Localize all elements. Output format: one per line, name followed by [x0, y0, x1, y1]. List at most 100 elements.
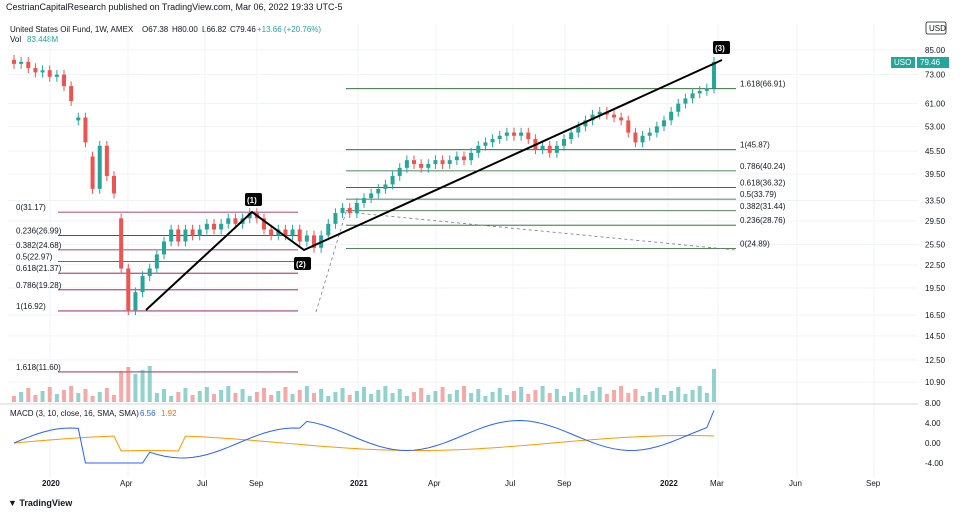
- volume-bar-49: [362, 387, 366, 402]
- volume-bar-90: [654, 388, 659, 402]
- candle-body-17: [133, 292, 138, 311]
- candle-body-3: [33, 68, 38, 73]
- price-tick-1: 73.00: [925, 71, 946, 80]
- time-tick-9: Mar: [710, 479, 724, 488]
- wave-label-2: (3): [715, 44, 725, 53]
- price-tick-13: 12.50: [925, 356, 946, 365]
- candle-body-4: [40, 70, 45, 73]
- volume-bar-42: [312, 393, 316, 402]
- price-tick-6: 33.50: [925, 197, 946, 206]
- volume-bars: [12, 366, 716, 402]
- macd-tick-1: 4.00: [925, 419, 941, 428]
- volume-bar-8: [69, 386, 74, 402]
- volume-bar-45: [333, 392, 338, 402]
- wave-label-0: (1): [247, 196, 257, 205]
- candle-body-57: [419, 163, 424, 168]
- volume-bar-96: [697, 386, 702, 402]
- candle-body-56: [412, 160, 416, 164]
- candle-body-11: [90, 156, 95, 189]
- price-tick-11: 16.50: [925, 311, 946, 320]
- candle-body-15: [119, 218, 124, 269]
- macd-v1: 6.56: [140, 409, 156, 418]
- time-axis[interactable]: 2020 Apr Jul Sep 2021 Apr Jul Sep 2022 Mar Jun Sep: [42, 479, 881, 488]
- candle-body-63: [462, 156, 466, 161]
- candle-body-90: [654, 126, 659, 133]
- macd-signal-line: [13, 435, 715, 452]
- volume-bar-76: [554, 389, 559, 402]
- volume-bar-63: [462, 386, 466, 402]
- candle-body-12: [97, 145, 102, 189]
- volume-bar-30: [226, 386, 231, 402]
- volume-bar-83: [604, 394, 609, 402]
- volume-bar-61: [447, 394, 452, 402]
- fib-left-label-3: 0.5(22.97): [16, 253, 53, 262]
- volume-bar-60: [440, 387, 445, 402]
- volume-bar-40: [297, 390, 302, 402]
- candle-body-18: [140, 276, 145, 293]
- candle-body-92: [669, 111, 674, 121]
- time-tick-8: 2022: [660, 479, 678, 488]
- price-tick-0: 85.00: [925, 46, 946, 55]
- volume-bar-92: [669, 391, 674, 402]
- volume-bar-11: [90, 396, 95, 402]
- price-axis[interactable]: 85.00 73.00 61.00 53.00 45.50 39.50 33.50 29.50…: [925, 46, 946, 387]
- candle-body-20: [154, 254, 159, 269]
- volume-bar-41: [304, 386, 309, 402]
- candle-body-91: [662, 120, 666, 127]
- candle-body-79: [576, 126, 581, 133]
- candle-body-87: [633, 132, 638, 143]
- candle-body-89: [647, 132, 652, 136]
- candle-body-78: [569, 132, 574, 140]
- volume-bar-75: [547, 393, 552, 402]
- wave-path: [145, 59, 723, 311]
- volume-bar-35: [262, 388, 266, 402]
- candle-body-95: [690, 93, 695, 99]
- fib-right-label-0: 1.618(66.91): [740, 80, 786, 89]
- candle-body-0: [12, 59, 16, 64]
- candle-body-96: [697, 90, 702, 94]
- candle-body-94: [683, 98, 688, 104]
- candle-body-44: [326, 223, 331, 236]
- macd-line: [13, 410, 715, 464]
- candle-body-48: [354, 202, 359, 214]
- currency-label: USD: [929, 24, 946, 33]
- volume-bar-84: [612, 390, 616, 402]
- vol-value: 83.448M: [27, 35, 58, 44]
- wave-label-box-0: [245, 193, 262, 206]
- candle-body-65: [476, 145, 481, 153]
- fib-right-label-2: 0.786(40.24): [740, 162, 786, 171]
- fib-right-label-5: 0.382(31.44): [740, 202, 786, 211]
- volume-bar-72: [526, 394, 531, 402]
- tradingview-logo[interactable]: ▼ TradingView: [8, 498, 72, 508]
- chart-panel[interactable]: [0, 16, 960, 494]
- volume-bar-38: [283, 387, 288, 402]
- candle-body-72: [526, 132, 531, 140]
- volume-bar-44: [326, 396, 331, 402]
- volume-bar-71: [519, 387, 524, 402]
- candle-body-88: [640, 135, 645, 143]
- volume-bar-52: [383, 386, 388, 402]
- wave-lines: (1) (2) (3): [145, 41, 730, 311]
- volume-bar-32: [240, 389, 245, 402]
- candle-body-41: [304, 235, 309, 242]
- symbol-badge: [891, 57, 915, 68]
- volume-bar-62: [454, 390, 459, 402]
- candle-body-1: [19, 61, 24, 64]
- time-tick-10: Jun: [789, 479, 802, 488]
- currency-box[interactable]: [925, 21, 947, 35]
- volume-bar-81: [590, 391, 595, 402]
- candle-body-31: [233, 218, 238, 224]
- candle-body-58: [426, 163, 431, 168]
- fib-right-label-4: 0.5(33.79): [740, 190, 777, 199]
- candle-body-54: [397, 167, 402, 176]
- time-tick-11: Sep: [866, 479, 881, 488]
- candle-body-69: [504, 132, 509, 136]
- candle-body-80: [583, 120, 588, 127]
- candle-body-9: [76, 117, 81, 121]
- candle-body-93: [676, 103, 681, 112]
- candle-body-85: [619, 117, 624, 121]
- volume-bar-19: [147, 366, 152, 402]
- volume-bar-5: [47, 387, 52, 402]
- volume-bar-51: [376, 390, 381, 402]
